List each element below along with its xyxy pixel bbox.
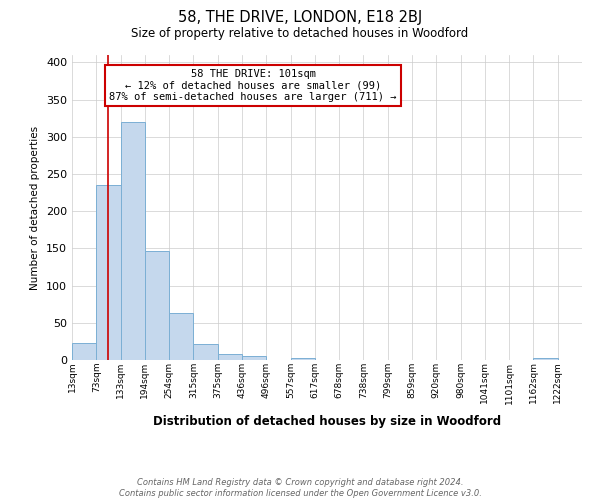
Bar [242,356,266,360]
Bar [121,122,145,360]
Bar [96,185,121,360]
Text: 58, THE DRIVE, LONDON, E18 2BJ: 58, THE DRIVE, LONDON, E18 2BJ [178,10,422,25]
Bar [193,344,218,360]
X-axis label: Distribution of detached houses by size in Woodford: Distribution of detached houses by size … [153,414,501,428]
Y-axis label: Number of detached properties: Number of detached properties [31,126,40,290]
Text: Contains HM Land Registry data © Crown copyright and database right 2024.
Contai: Contains HM Land Registry data © Crown c… [119,478,481,498]
Text: Size of property relative to detached houses in Woodford: Size of property relative to detached ho… [131,28,469,40]
Bar [218,354,242,360]
Bar [290,358,315,360]
Bar [72,343,96,360]
Bar [169,313,193,360]
Bar [533,358,558,360]
Text: 58 THE DRIVE: 101sqm
← 12% of detached houses are smaller (99)
87% of semi-detac: 58 THE DRIVE: 101sqm ← 12% of detached h… [109,68,397,102]
Bar [145,252,169,360]
